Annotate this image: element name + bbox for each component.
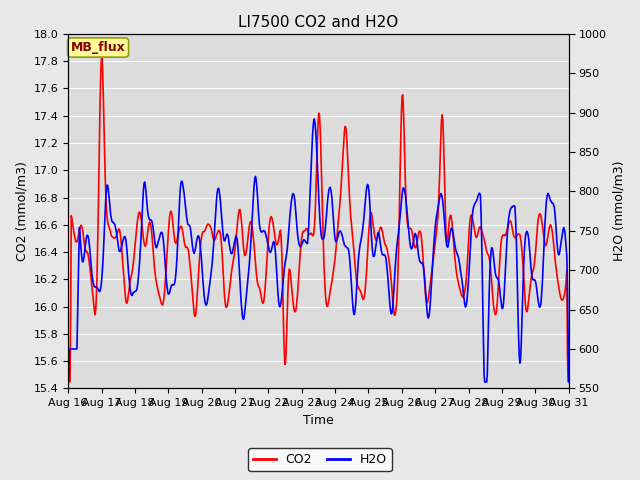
Title: LI7500 CO2 and H2O: LI7500 CO2 and H2O [238, 15, 399, 30]
Y-axis label: H2O (mmol/m3): H2O (mmol/m3) [612, 161, 625, 262]
Legend: CO2, H2O: CO2, H2O [248, 448, 392, 471]
Text: MB_flux: MB_flux [70, 41, 125, 54]
Y-axis label: CO2 (mmol/m3): CO2 (mmol/m3) [15, 161, 28, 261]
X-axis label: Time: Time [303, 414, 334, 427]
